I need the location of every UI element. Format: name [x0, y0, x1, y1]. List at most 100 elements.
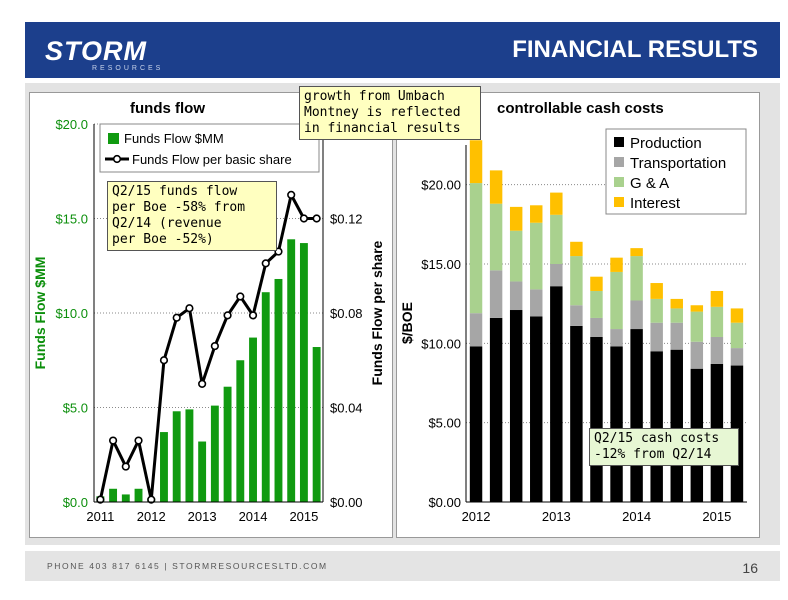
- cost-bar-segment: [670, 308, 683, 323]
- funds-flow-per-share-point: [134, 436, 143, 445]
- cost-bar-segment: [730, 322, 744, 349]
- cost-bar-segment: [489, 317, 503, 502]
- funds-flow-bar: [160, 432, 168, 502]
- legend-swatch: [614, 197, 624, 207]
- y-tick-label: $5.0: [63, 401, 88, 416]
- cost-bar-segment: [550, 214, 563, 264]
- cash-costs-chart: controllable cash costs $0.00 $5.00 $10.00 $…: [399, 100, 747, 524]
- cost-bar-segment: [610, 271, 623, 330]
- funds-flow-per-share-point: [210, 341, 219, 351]
- funds-flow-bar: [109, 488, 118, 502]
- footer-contact: PHONE 403 817 6145 | STORMRESOURCESLTD.C…: [47, 561, 328, 571]
- y-tick-label: $0.00: [428, 495, 461, 510]
- cost-bar-segment: [590, 276, 603, 291]
- footer-band: [25, 551, 780, 581]
- cost-bar-segment: [570, 325, 583, 502]
- x-tick-label: 2013: [542, 509, 571, 524]
- cost-bar-segment: [690, 311, 704, 342]
- company-logo-subtitle: RESOURCES: [92, 65, 164, 72]
- cost-bar-segment: [650, 322, 663, 352]
- cost-bar-segment: [590, 290, 603, 318]
- cost-bar-segment: [489, 170, 503, 204]
- cost-bar-segment: [650, 351, 663, 502]
- legend-label: Transportation: [630, 155, 726, 172]
- funds-flow-per-share-point: [121, 462, 130, 471]
- chart-title: controllable cash costs: [497, 100, 664, 117]
- y-tick-label: $10.00: [421, 336, 461, 351]
- umbach-callout-line: Montney is reflected: [304, 105, 461, 120]
- y2-tick-label: $0.04: [330, 401, 363, 416]
- funds-flow-per-share-point: [312, 214, 321, 223]
- funds-flow-per-share-point: [299, 214, 309, 223]
- cost-bar-segment: [690, 305, 704, 312]
- cost-bar-segment: [650, 298, 663, 323]
- legend-label: Funds Flow per basic share: [132, 152, 292, 167]
- cost-bar-segment: [710, 306, 724, 337]
- cost-bar-segment: [509, 310, 523, 502]
- cost-bar-segment: [610, 329, 623, 347]
- legend-label: Interest: [630, 195, 681, 212]
- funds-flow-bar: [134, 488, 143, 502]
- y-tick-label: $0.0: [63, 495, 88, 510]
- funds-flow-per-share-point: [185, 304, 194, 313]
- cost-bar-segment: [509, 206, 523, 231]
- legend-box: [99, 123, 320, 173]
- cash-costs-panel: controllable cash costs $0.00 $5.00 $10.00 $…: [396, 92, 760, 538]
- umbach-callout-line: in financial results: [304, 121, 461, 136]
- x-tick-label: 2015: [702, 509, 731, 524]
- funds-flow-bar: [287, 239, 296, 503]
- legend-box: [605, 128, 747, 215]
- chart-title: funds flow: [130, 100, 205, 117]
- cost-bar-segment: [730, 348, 744, 366]
- funds-flow-per-share-point: [108, 436, 118, 445]
- x-tick-label: 2012: [462, 509, 491, 524]
- x-tick-label: 2013: [188, 509, 217, 524]
- cost-bar-segment: [610, 346, 623, 502]
- x-tick-label: 2012: [137, 509, 166, 524]
- cost-bar-segment: [489, 270, 503, 318]
- funds-flow-bar: [261, 292, 270, 502]
- cost-bar-segment: [530, 205, 543, 223]
- funds-flow-per-share-point: [198, 379, 207, 388]
- cost-bar-segment: [730, 308, 744, 323]
- cost-bar-segment: [690, 341, 704, 369]
- legend-swatch: [614, 157, 624, 167]
- cost-bar-segment: [570, 305, 583, 326]
- funds-flow-bar: [249, 337, 257, 502]
- cost-bar-segment: [590, 336, 603, 502]
- cost-bar-segment: [530, 289, 543, 317]
- cost-bar-segment: [650, 283, 663, 299]
- funds-flow-callout-line: per Boe -58% from: [112, 200, 246, 215]
- y-tick-label: $5.00: [428, 416, 461, 431]
- funds-flow-bar: [198, 441, 207, 502]
- cost-bar-segment: [550, 286, 563, 502]
- header-band: [25, 22, 780, 78]
- funds-flow-per-share-point: [147, 495, 156, 504]
- funds-flow-per-share-line: [98, 193, 317, 502]
- funds-flow-bar: [121, 494, 130, 502]
- y-tick-label: $15.00: [421, 257, 461, 272]
- legend-swatch: [614, 137, 624, 147]
- cost-bar-segment: [630, 329, 643, 502]
- funds-flow-bar: [299, 243, 308, 502]
- y-tick-label: $15.0: [55, 212, 88, 227]
- y2-tick-label: $0.08: [330, 306, 363, 321]
- funds-flow-bar: [274, 278, 283, 502]
- cost-bar-segment: [530, 316, 543, 502]
- company-logo: STORM: [45, 36, 148, 66]
- cost-bar-segment: [530, 222, 543, 290]
- cost-bar-segment: [469, 140, 483, 184]
- legend-label: Funds Flow $MM: [124, 131, 224, 146]
- funds-flow-callout-line: per Boe -52%): [112, 232, 214, 247]
- cost-bar-segment: [509, 230, 523, 282]
- umbach-callout-line: growth from Umbach: [304, 89, 445, 104]
- legend-bar-swatch: [108, 133, 119, 144]
- legend-swatch: [614, 177, 624, 187]
- cost-bar-segment: [509, 281, 523, 311]
- funds-flow-bar: [236, 360, 245, 502]
- funds-flow-per-share-point: [223, 311, 232, 320]
- x-tick-label: 2011: [86, 509, 114, 524]
- funds-flow-per-share-point: [287, 190, 296, 199]
- y-tick-label: $20.00: [421, 178, 461, 193]
- x-tick-label: 2014: [239, 509, 268, 524]
